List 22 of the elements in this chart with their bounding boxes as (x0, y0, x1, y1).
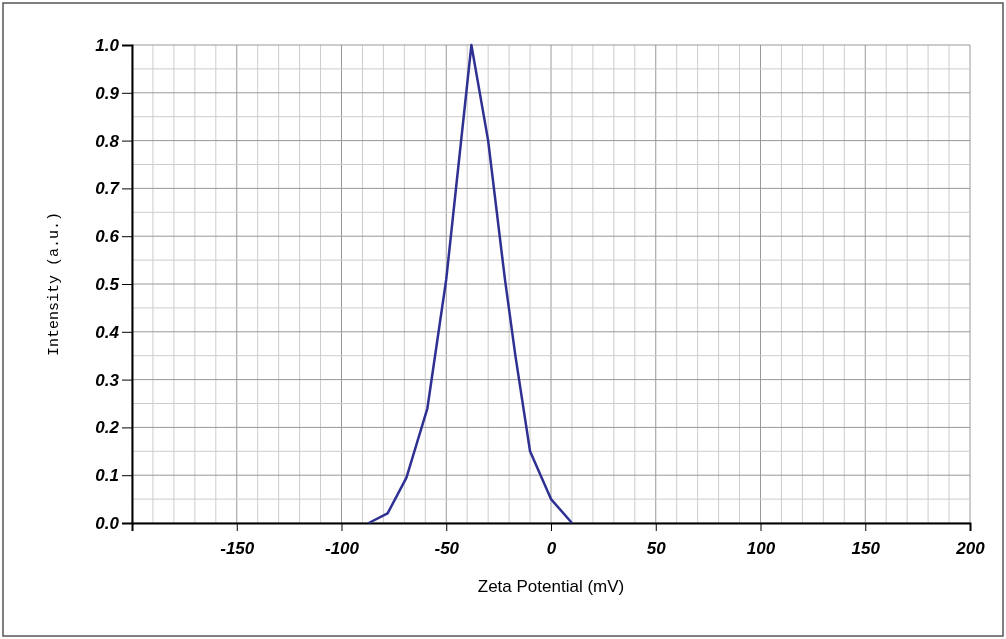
y-tick-label: 0.5 (95, 274, 120, 294)
y-tick-label: 0.0 (95, 513, 120, 533)
y-axis-title: Intensity (a.u.) (46, 211, 63, 357)
y-tick-label: 0.4 (95, 322, 120, 342)
y-tick-label: 0.7 (95, 179, 121, 199)
x-tick-label: 200 (955, 539, 986, 559)
y-tick-label: 0.1 (95, 466, 119, 486)
x-tick-label: -100 (324, 539, 360, 559)
x-tick-label: 50 (646, 539, 667, 559)
y-tick-label: 0.6 (95, 227, 120, 247)
y-tick-label: 0.3 (95, 370, 120, 390)
x-tick-label: 0 (546, 539, 557, 559)
line-series (367, 43, 574, 525)
x-tick-label: 150 (851, 539, 881, 559)
x-tick-label: -50 (434, 539, 460, 559)
x-axis-title: Zeta Potential (mV) (477, 577, 625, 596)
y-tick-label: 1.0 (95, 35, 120, 55)
x-tick-label: -150 (220, 539, 255, 559)
x-tick-label: 100 (746, 539, 776, 559)
y-tick-label: 0.8 (95, 131, 120, 151)
y-tick-label: 0.2 (95, 418, 120, 438)
y-tick-label: 0.9 (95, 83, 120, 103)
